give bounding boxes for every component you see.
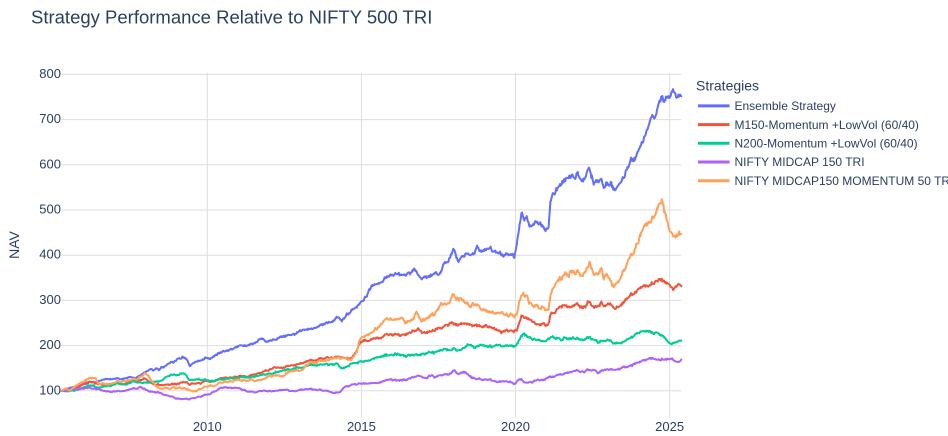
svg-text:M150-Momentum +LowVol (60/40): M150-Momentum +LowVol (60/40) [735, 118, 919, 132]
svg-text:Strategy Performance Relative: Strategy Performance Relative to NIFTY 5… [31, 7, 432, 28]
svg-text:600: 600 [39, 156, 61, 171]
svg-text:100: 100 [39, 382, 61, 397]
svg-text:2020: 2020 [501, 419, 530, 434]
svg-text:2015: 2015 [347, 419, 376, 434]
svg-text:800: 800 [39, 66, 61, 81]
svg-text:500: 500 [39, 202, 61, 217]
svg-text:Strategies: Strategies [696, 78, 759, 94]
svg-text:2010: 2010 [193, 419, 222, 434]
svg-text:400: 400 [39, 247, 61, 262]
svg-text:NIFTY MIDCAP150 MOMENTUM 50 TR: NIFTY MIDCAP150 MOMENTUM 50 TRI [735, 174, 948, 188]
svg-text:NAV: NAV [6, 230, 22, 258]
svg-text:Ensemble Strategy: Ensemble Strategy [735, 99, 836, 113]
svg-text:300: 300 [39, 292, 61, 307]
svg-text:700: 700 [39, 111, 61, 126]
svg-text:2025: 2025 [655, 419, 684, 434]
svg-text:N200-Momentum +LowVol (60/40): N200-Momentum +LowVol (60/40) [735, 137, 918, 151]
svg-text:200: 200 [39, 337, 61, 352]
svg-text:NIFTY MIDCAP 150 TRI: NIFTY MIDCAP 150 TRI [735, 155, 865, 169]
